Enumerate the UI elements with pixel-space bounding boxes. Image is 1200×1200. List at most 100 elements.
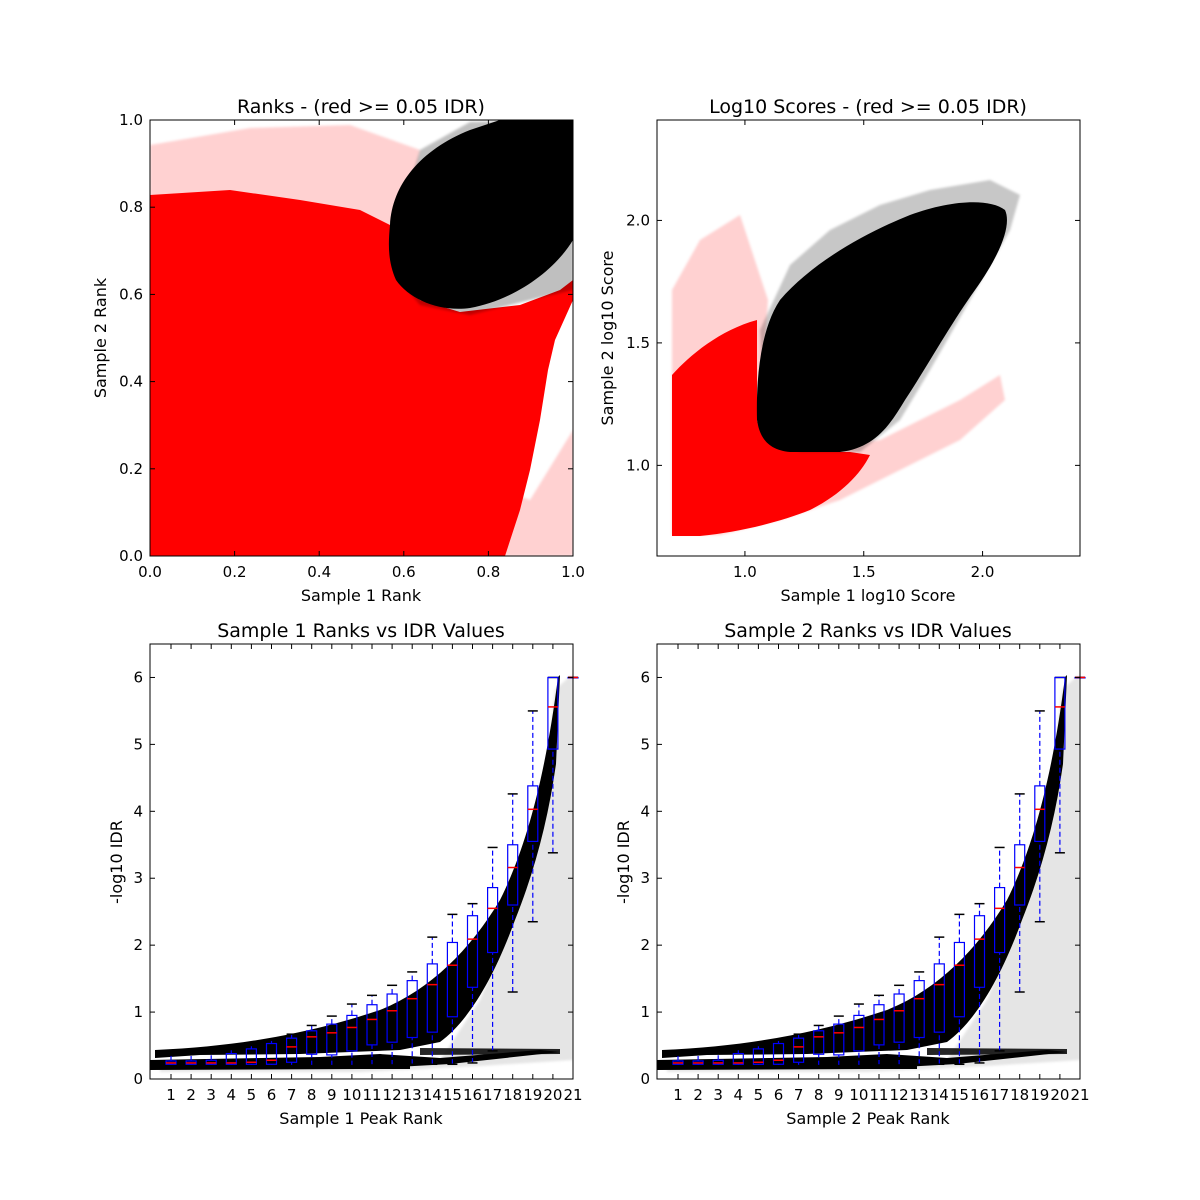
score-scatter-frame <box>656 119 1081 557</box>
x-tick-label: 3 <box>713 1086 723 1104</box>
score-scatter-panel: Log10 Scores - (red >= 0.05 IDR) 1.0 1.5 2… <box>598 96 1081 605</box>
box-body <box>833 1023 845 1056</box>
box-9 <box>326 1015 338 1067</box>
y-tick-label: 0.0 <box>119 547 143 565</box>
box-body <box>265 1042 278 1065</box>
y-tick-label: 0.4 <box>119 373 143 391</box>
sample1-idr-band <box>155 675 560 1058</box>
box-17 <box>993 846 1006 1052</box>
rank-rejected-dense <box>150 190 573 556</box>
y-tick-label: 5 <box>133 735 143 753</box>
rank-scatter-y-ticks: 0.0 0.2 0.4 0.6 0.8 1.0 <box>119 111 573 565</box>
sample2-idr-frame <box>656 643 1081 1080</box>
box-body <box>732 1052 744 1065</box>
score-scatter-title: Log10 Scores - (red >= 0.05 IDR) <box>709 96 1027 118</box>
x-tick-label: 2 <box>186 1086 196 1104</box>
sample1-idr-boxes <box>165 676 579 1067</box>
box-body <box>527 785 539 843</box>
x-tick-label: 18 <box>503 1086 522 1104</box>
x-tick-label: 5 <box>754 1086 764 1104</box>
y-tick-label: 1 <box>133 1003 143 1021</box>
y-tick-label: 0 <box>640 1070 650 1088</box>
box-12 <box>386 984 398 1066</box>
x-tick-label: 5 <box>247 1086 257 1104</box>
sample2-idr-halo <box>667 676 1080 1072</box>
box-5 <box>752 1044 765 1067</box>
x-tick-label: 4 <box>734 1086 744 1104</box>
sample2-idr-plot-area <box>657 644 1080 1079</box>
y-tick-label: 0 <box>133 1070 143 1088</box>
x-tick-label: 7 <box>794 1086 804 1104</box>
x-tick-label: 0.4 <box>307 563 331 581</box>
x-tick-label: 11 <box>362 1086 381 1104</box>
rank-scatter-plot-area <box>150 120 573 556</box>
sample1-idr-halo <box>160 676 573 1072</box>
box-9 <box>833 1015 845 1067</box>
sample1-idr-panel: Sample 1 Ranks vs IDR Values 1 2 3 4 5 6 7 8 9 10… <box>107 620 583 1128</box>
box-body <box>792 1037 805 1063</box>
box-20 <box>547 676 559 854</box>
rank-scatter-frame <box>149 119 574 557</box>
box-body <box>953 941 966 1018</box>
box-body <box>426 963 438 1033</box>
y-tick-label: 6 <box>133 668 143 686</box>
x-tick-label: 1.5 <box>852 563 876 581</box>
y-tick-label: 2.0 <box>626 211 650 229</box>
x-tick-label: 13 <box>403 1086 422 1104</box>
box-body <box>286 1037 298 1063</box>
x-tick-label: 1 <box>673 1086 683 1104</box>
y-tick-label: 4 <box>640 802 650 820</box>
y-tick-label: 0.2 <box>119 460 143 478</box>
box-13 <box>406 971 418 1066</box>
score-scatter-plot-area <box>657 120 1080 556</box>
box-2 <box>692 1052 704 1067</box>
x-tick-label: 11 <box>869 1086 888 1104</box>
sample2-idr-ylabel: -log10 IDR <box>614 820 633 904</box>
x-tick-label: 3 <box>206 1086 216 1104</box>
box-body <box>466 915 479 988</box>
box-body <box>1054 676 1066 750</box>
y-tick-label: 3 <box>133 869 143 887</box>
x-tick-label: 13 <box>910 1086 929 1104</box>
rank-scatter-ylabel: Sample 2 Rank <box>91 277 110 398</box>
sample2-idr-x-ticks: 1 2 3 4 5 6 7 8 9 10 11 12 13 14 15 16 17 18 19 20 21 <box>673 644 1090 1104</box>
x-tick-label: 9 <box>327 1086 337 1104</box>
rank-scatter-xlabel: Sample 1 Rank <box>301 586 422 605</box>
box-body <box>893 993 905 1043</box>
rank-scatter-title: Ranks - (red >= 0.05 IDR) <box>237 96 485 118</box>
box-11 <box>873 994 885 1066</box>
box-2 <box>185 1052 197 1067</box>
box-8 <box>306 1024 318 1067</box>
sample2-idr-band <box>662 675 1067 1058</box>
y-tick-label: 2 <box>133 936 143 954</box>
box-body <box>752 1048 765 1065</box>
sample2-idr-panel: Sample 2 Ranks vs IDR Values 1 2 3 4 5 6 7 8 9 10… <box>614 620 1090 1128</box>
y-tick-label: 0.6 <box>119 285 143 303</box>
x-tick-label: 0.8 <box>476 563 500 581</box>
x-tick-label: 14 <box>423 1086 442 1104</box>
x-tick-label: 6 <box>267 1086 277 1104</box>
box-body <box>1014 844 1026 906</box>
box-body <box>853 1014 865 1052</box>
x-tick-label: 15 <box>950 1086 969 1104</box>
x-tick-label: 19 <box>523 1086 542 1104</box>
x-tick-label: 9 <box>834 1086 844 1104</box>
box-20 <box>1054 676 1066 854</box>
x-tick-label: 8 <box>814 1086 824 1104</box>
box-15 <box>446 913 458 1066</box>
box-3 <box>712 1052 724 1067</box>
box-6 <box>772 1039 785 1067</box>
sample1-idr-title: Sample 1 Ranks vs IDR Values <box>217 620 505 642</box>
y-tick-label: 6 <box>640 668 650 686</box>
sample1-idr-ylabel: -log10 IDR <box>107 820 126 904</box>
score-rejected-dense <box>672 320 870 536</box>
box-6 <box>265 1039 278 1067</box>
x-tick-label: 17 <box>990 1086 1009 1104</box>
x-tick-label: 1.0 <box>561 563 585 581</box>
box-body <box>507 844 519 906</box>
sample2-idr-boxes <box>672 676 1086 1067</box>
y-tick-label: 1 <box>640 1003 650 1021</box>
box-body <box>772 1042 785 1065</box>
x-tick-label: 4 <box>227 1086 237 1104</box>
y-tick-label: 5 <box>640 735 650 753</box>
